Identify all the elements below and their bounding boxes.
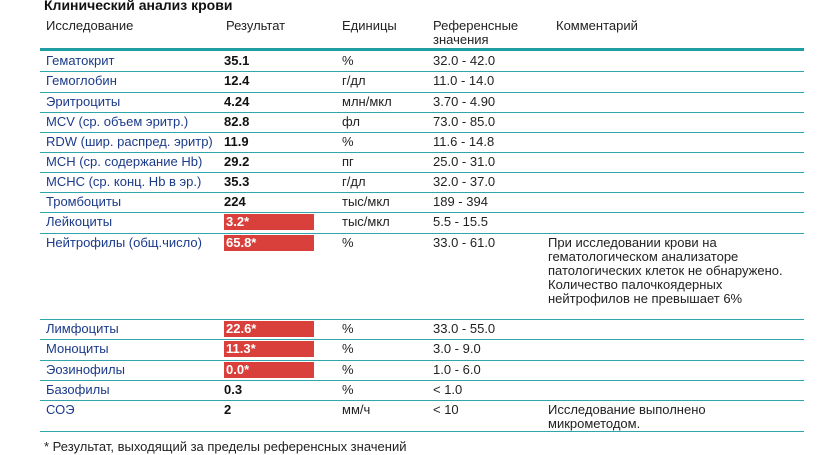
table-row: Гемоглобин 12.4 г/дл 11.0 - 14.0	[40, 71, 804, 93]
result-value: 35.3	[224, 174, 250, 189]
result-value: 224	[224, 194, 246, 209]
table-row: MCH (ср. содержание Hb) 29.2 пг 25.0 - 31.0	[40, 152, 804, 173]
row-unit: фл	[342, 114, 360, 129]
row-reference: 25.0 - 31.0	[433, 154, 496, 169]
header-units: Единицы	[342, 18, 397, 33]
row-name: Лейкоциты	[46, 214, 113, 229]
header-reference: Референсные значения	[433, 18, 519, 47]
table-row: СОЭ 2 мм/ч < 10 Исследование выполнено микро…	[40, 400, 804, 432]
result-value: 11.9	[224, 134, 249, 149]
result-value-flagged: 11.3*	[224, 341, 314, 357]
table-row: Моноциты 11.3*% 3.0 - 9.0	[40, 339, 804, 361]
table-row: Лейкоциты 3.2* тыс/мкл 5.5 - 15.5	[40, 212, 804, 234]
row-comment: Исследование выполнено микрометодом.	[548, 402, 706, 431]
result-value: 4.24	[224, 94, 250, 109]
page-title: Клинический анализ крови	[44, 0, 233, 13]
result-value: 35.1	[224, 53, 250, 68]
row-unit: г/дл	[342, 174, 366, 189]
table-row: Эритроциты 4.24 млн/мкл 3.70 - 4.90	[40, 92, 804, 113]
row-name: Эозинофилы	[46, 362, 125, 377]
row-unit: мм/ч	[342, 402, 371, 417]
row-reference: 32.0 - 42.0	[433, 53, 496, 68]
row-unit: тыс/мкл	[342, 214, 390, 229]
row-unit: %	[342, 382, 354, 397]
row-unit: г/дл	[342, 73, 366, 88]
row-name: Эритроциты	[46, 94, 121, 109]
row-reference: 33.0 - 55.0	[433, 321, 496, 336]
table-row: Эозинофилы 0.0*% 1.0 - 6.0	[40, 360, 804, 381]
row-reference: 11.6 - 14.8	[433, 134, 495, 149]
row-unit: %	[342, 235, 354, 250]
header-study: Исследование	[46, 18, 134, 33]
row-reference: 189 - 394	[433, 194, 488, 209]
row-reference: 3.0 - 9.0	[433, 341, 481, 356]
row-unit: %	[342, 53, 354, 68]
row-name: Нейтрофилы (общ.число)	[46, 235, 202, 250]
row-name: RDW (шир. распред. эритр)	[46, 134, 213, 149]
result-value: 82.8	[224, 114, 250, 129]
table-row: Базофилы 0.3% < 1.0	[40, 380, 804, 401]
header-rule	[40, 48, 804, 51]
row-unit: тыс/мкл	[342, 194, 390, 209]
row-name: Тромбоциты	[46, 194, 122, 209]
result-value: 2	[224, 402, 232, 417]
row-reference: 1.0 - 6.0	[433, 362, 481, 377]
row-name: Гемоглобин	[46, 73, 117, 88]
row-reference: 32.0 - 37.0	[433, 174, 496, 189]
result-value-flagged: 3.2*	[224, 214, 314, 230]
row-reference: < 10	[433, 402, 459, 417]
result-value: 29.2	[224, 154, 250, 169]
result-value: 12.4	[224, 73, 250, 88]
row-comment: При исследовании крови на гематологическ…	[548, 235, 783, 306]
header-result: Результат	[226, 18, 286, 33]
row-name: MCH (ср. содержание Hb)	[46, 154, 203, 169]
row-unit: %	[342, 362, 354, 377]
result-value-flagged: 65.8*	[224, 235, 314, 251]
row-reference: 5.5 - 15.5	[433, 214, 488, 229]
row-name: Лимфоциты	[46, 321, 119, 336]
row-unit: млн/мкл	[342, 94, 392, 109]
row-name: СОЭ	[46, 402, 75, 417]
table-row: RDW (шир. распред. эритр) 11.9% 11.6 - 14.…	[40, 132, 804, 153]
row-reference: 3.70 - 4.90	[433, 94, 496, 109]
table-row: Нейтрофилы (общ.число) 65.8*% 33.0 - 61.0 П…	[40, 233, 804, 320]
row-name: MCV (ср. объем эритр.)	[46, 114, 189, 129]
row-reference: < 1.0	[433, 382, 463, 397]
result-value-flagged: 0.0*	[224, 362, 314, 378]
row-unit: %	[342, 341, 354, 356]
row-unit: %	[342, 321, 354, 336]
row-reference: 11.0 - 14.0	[433, 73, 495, 88]
table-row: Тромбоциты 224 тыс/мкл 189 - 394	[40, 192, 804, 213]
table-row: MCV (ср. объем эритр.) 82.8 фл 73.0 - 85.0	[40, 112, 804, 133]
row-name: Базофилы	[46, 382, 110, 397]
footnote: * Результат, выходящий за пределы рефере…	[44, 439, 407, 454]
result-value-flagged: 22.6*	[224, 321, 314, 337]
result-value: 0.3	[224, 382, 243, 397]
table-row: MCHC (ср. конц. Hb в эр.) 35.3 г/дл 32.0 - …	[40, 172, 804, 193]
table-row: Гематокрит 35.1% 32.0 - 42.0	[40, 51, 804, 72]
row-reference: 73.0 - 85.0	[433, 114, 496, 129]
row-name: Гематокрит	[46, 53, 115, 68]
table-row: Лимфоциты 22.6*% 33.0 - 55.0	[40, 319, 804, 340]
row-unit: пг	[342, 154, 354, 169]
row-unit: %	[342, 134, 354, 149]
header-comment: Комментарий	[556, 18, 638, 33]
row-reference: 33.0 - 61.0	[433, 235, 496, 250]
row-name: MCHC (ср. конц. Hb в эр.)	[46, 174, 202, 189]
row-name: Моноциты	[46, 341, 109, 356]
